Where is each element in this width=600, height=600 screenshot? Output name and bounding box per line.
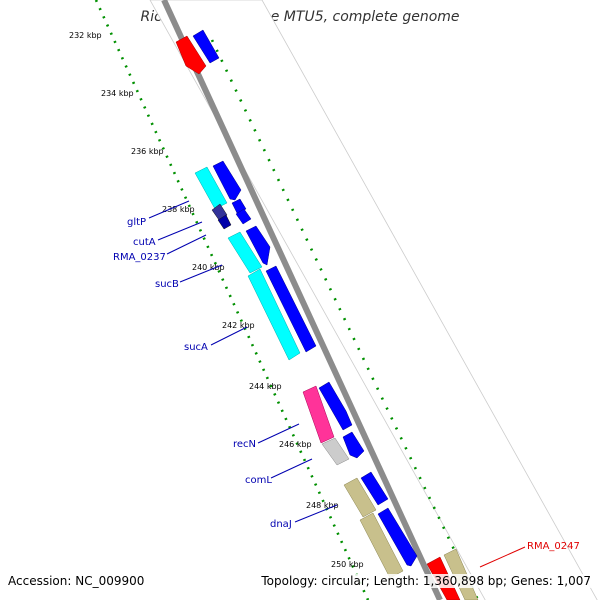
tick-label-236: 236 kbp <box>131 147 164 156</box>
leader-rma0247 <box>479 546 526 568</box>
forward-cds-gltP <box>212 160 242 201</box>
cyan-feature-gltP <box>194 166 228 210</box>
cyan-feature-sucB <box>227 231 263 274</box>
tick-label-242: 242 kbp <box>222 321 255 330</box>
gene-label-gltP: gltP <box>127 217 146 228</box>
leader-sucA <box>210 326 248 346</box>
leader-sucB <box>179 264 223 283</box>
gene-label-sucB: sucB <box>155 279 179 290</box>
forward-cds-sucA <box>265 265 317 353</box>
gene-label-rma0247: RMA_0247 <box>527 541 580 552</box>
tick-label-238: 238 kbp <box>162 205 195 214</box>
feature-band <box>149 0 598 600</box>
inner-scale-track <box>210 39 480 600</box>
tick-label-244: 244 kbp <box>249 382 282 391</box>
forward-cds-recN <box>318 381 353 431</box>
tick-label-246: 246 kbp <box>279 440 312 449</box>
tan-feature-dnaJ-2 <box>359 512 404 579</box>
gene-label-comL: comL <box>245 475 272 486</box>
gene-label-sucA: sucA <box>184 342 208 353</box>
genome-backbone <box>161 0 443 600</box>
tick-label-248: 248 kbp <box>306 501 339 510</box>
forward-cds-comL <box>342 431 365 459</box>
tan-feature-dnaJ-1 <box>343 477 377 518</box>
dark-feature-rma0237 <box>217 214 232 230</box>
tick-label-250: 250 kbp <box>331 560 364 569</box>
grey-feature-comL <box>321 437 350 466</box>
gene-label-recN: recN <box>233 439 256 450</box>
forward-cds-dnaJ-2 <box>377 507 418 567</box>
reverse-feature-red-top <box>175 35 207 75</box>
forward-cds-cutA <box>231 198 247 214</box>
cyan-feature-sucA <box>247 268 301 361</box>
leader-recN <box>257 423 300 444</box>
outer-scale-track <box>94 0 370 600</box>
forward-cds-rma0237 <box>235 208 252 225</box>
leader-comL <box>270 458 313 479</box>
forward-cds-dnaJ-1 <box>360 471 389 506</box>
forward-cds-top <box>192 29 220 64</box>
tick-label-240: 240 kbp <box>192 263 225 272</box>
topology-summary: Topology: circular; Length: 1,360,898 bp… <box>261 574 591 588</box>
leader-dnaJ <box>294 504 338 523</box>
dark-feature-cutA <box>211 203 228 221</box>
gene-label-rma0237: RMA_0237 <box>113 252 166 263</box>
magenta-feature-recN <box>302 385 335 444</box>
leader-rma0237 <box>166 234 207 255</box>
gene-label-dnaJ: dnaJ <box>270 519 292 530</box>
gene-label-cutA: cutA <box>133 237 156 248</box>
leader-cutA <box>157 221 203 241</box>
leader-gltP <box>148 200 190 219</box>
forward-cds-sucB <box>245 225 271 266</box>
accession-text: Accession: NC_009900 <box>8 574 145 588</box>
tick-label-234: 234 kbp <box>101 89 134 98</box>
tick-label-232: 232 kbp <box>69 31 102 40</box>
